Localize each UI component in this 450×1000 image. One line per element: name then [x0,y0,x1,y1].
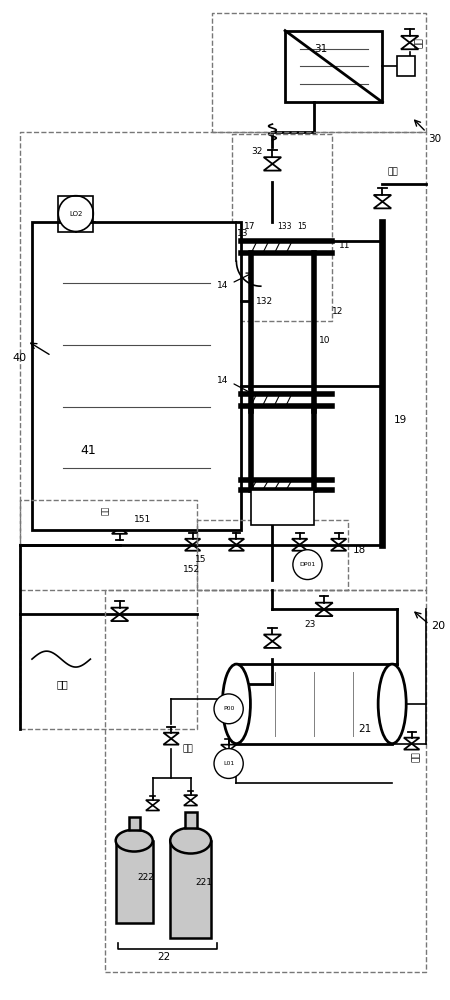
Circle shape [293,550,322,580]
Text: 32: 32 [251,147,262,156]
Text: 20: 20 [431,621,445,631]
Bar [285,31,382,102]
Bar [184,812,197,828]
Bar [170,841,211,938]
Bar [236,664,392,744]
Text: 10: 10 [319,336,331,345]
Text: 17: 17 [244,222,256,231]
Text: 19: 19 [394,415,407,425]
Text: 23: 23 [305,620,316,629]
Ellipse shape [222,664,251,744]
Text: 排气: 排气 [183,744,194,753]
Text: 排水: 排水 [412,751,421,762]
Text: 18: 18 [353,545,366,555]
Text: 排水: 排水 [415,37,424,48]
Text: 222: 222 [137,873,154,882]
Text: 40: 40 [13,353,27,363]
Bar [116,841,153,923]
Text: 15: 15 [194,555,206,564]
Text: 22: 22 [157,952,170,962]
Text: 排水: 排水 [387,167,398,176]
Circle shape [58,196,93,231]
Text: 14: 14 [217,376,228,385]
Bar [397,56,414,76]
Ellipse shape [170,828,211,854]
Text: 11: 11 [339,241,350,250]
Text: P00: P00 [223,706,234,711]
Bar [129,817,140,830]
Text: 151: 151 [134,515,152,524]
Text: 补水: 补水 [56,679,68,689]
Text: 21: 21 [358,724,371,734]
Bar [251,490,314,525]
Circle shape [214,749,243,778]
Text: 132: 132 [256,297,273,306]
Text: 14: 14 [217,281,228,290]
Text: 排水: 排水 [100,505,109,515]
Bar [58,196,93,232]
Text: 133: 133 [277,222,292,231]
Text: 31: 31 [314,44,328,54]
Bar [32,222,241,530]
Text: LO2: LO2 [69,211,82,217]
Text: 41: 41 [81,444,96,457]
Text: 13: 13 [238,229,249,238]
Circle shape [214,694,243,724]
Text: 152: 152 [183,565,200,574]
Ellipse shape [378,664,406,744]
Text: 221: 221 [196,878,212,887]
Text: L01: L01 [223,761,234,766]
Text: DP01: DP01 [299,562,315,567]
Text: 15: 15 [297,222,306,231]
Text: 30: 30 [428,134,441,144]
Ellipse shape [116,830,153,852]
Text: 12: 12 [332,307,343,316]
